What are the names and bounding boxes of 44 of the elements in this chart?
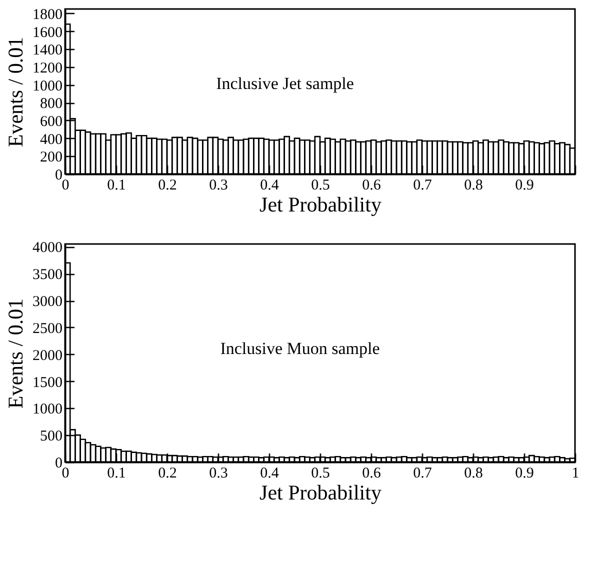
y-tick-label: 1500 (32, 374, 62, 391)
y-axis-title: Events / 0.01 (4, 298, 28, 409)
y-tick-label: 3500 (32, 267, 62, 284)
y-tick-label: 200 (40, 150, 62, 166)
y-tick-label: 1000 (32, 402, 62, 418)
x-tick-label: 0.3 (209, 178, 228, 194)
y-tick-label: 600 (40, 114, 62, 130)
x-tick-label: 0.5 (311, 178, 330, 194)
x-tick-label: 0.3 (209, 466, 228, 482)
x-tick-label: 0.4 (260, 466, 280, 482)
annotation: Inclusive Muon sample (220, 339, 380, 358)
y-tick-label: 400 (40, 132, 62, 148)
x-tick-label: 0.8 (464, 466, 483, 482)
y-tick-label: 1000 (32, 78, 62, 94)
x-tick-label: 0.8 (464, 178, 483, 194)
x-axis-title: Jet Probability (260, 480, 382, 504)
x-tick-label: 0.1 (107, 466, 126, 482)
x-tick-label: 0.6 (362, 466, 382, 482)
y-tick-label: 4000 (32, 240, 62, 256)
y-tick-label: 0 (55, 168, 62, 184)
annotation: Inclusive Jet sample (216, 74, 354, 93)
y-tick-label: 1800 (32, 6, 62, 23)
y-tick-label: 3000 (32, 294, 62, 310)
x-tick-label: 0.2 (158, 178, 177, 194)
x-axis-title: Jet Probability (260, 192, 382, 216)
y-tick-label: 2000 (32, 348, 62, 364)
x-tick-label: 0.7 (413, 466, 432, 482)
x-tick-label: 0.1 (107, 178, 126, 194)
x-tick-label: 0.9 (515, 466, 534, 482)
x-tick-label: 1 (572, 466, 580, 482)
y-tick-label: 0 (55, 456, 62, 472)
y-tick-label: 500 (40, 428, 62, 445)
y-tick-label: 800 (40, 96, 62, 112)
y-tick-label: 1200 (32, 60, 62, 76)
y-tick-label: 1400 (32, 42, 62, 59)
x-tick-label: 0.6 (362, 178, 382, 194)
x-tick-label: 0.7 (413, 178, 432, 194)
x-tick-label: 0.9 (515, 178, 534, 194)
y-tick-label: 2500 (32, 320, 62, 337)
y-tick-label: 1600 (32, 24, 62, 41)
x-tick-label: 0.5 (311, 466, 330, 482)
x-tick-label: 0.4 (260, 178, 280, 194)
x-tick-label: 0.2 (158, 466, 177, 482)
y-axis-title: Events / 0.01 (4, 36, 28, 148)
